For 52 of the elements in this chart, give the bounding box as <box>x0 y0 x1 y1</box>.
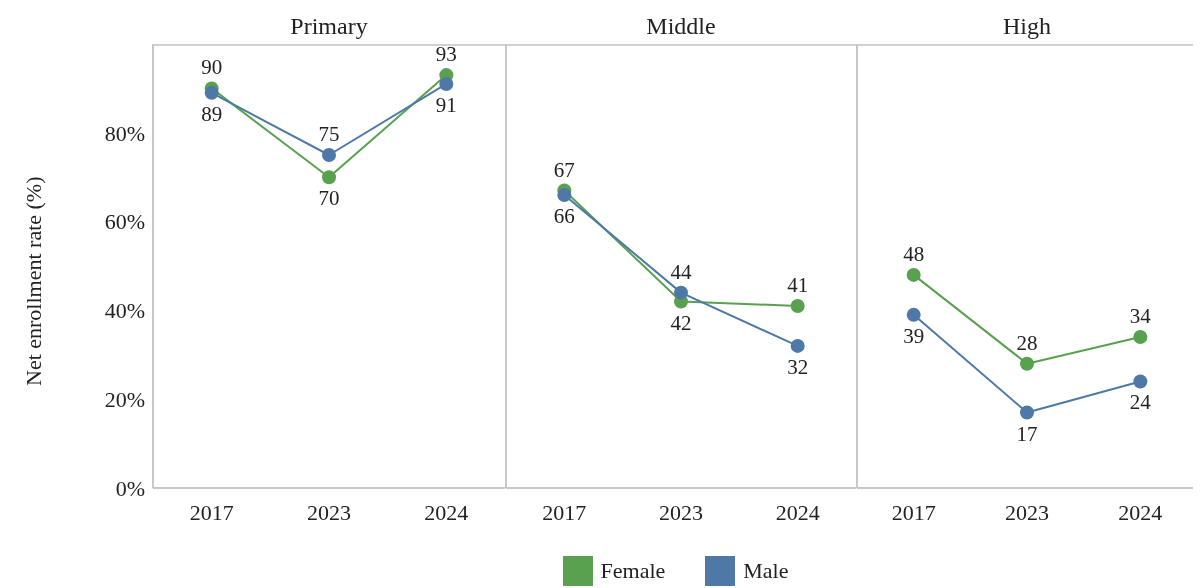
point <box>790 298 805 313</box>
data-label: 75 <box>318 122 340 146</box>
legend-label: Male <box>743 558 789 584</box>
x-tick-label: 2023 <box>1005 499 1049 525</box>
point <box>1133 330 1148 345</box>
x-tick-label: 2024 <box>1118 499 1163 525</box>
point <box>1133 374 1148 389</box>
point <box>439 76 454 91</box>
x-tick-label: 2023 <box>659 499 703 525</box>
x-tick-label: 2024 <box>424 499 469 525</box>
y-tick-label: 20% <box>104 387 145 413</box>
y-tick-label: 60% <box>104 209 145 235</box>
data-label: 41 <box>787 272 809 297</box>
point <box>906 307 921 322</box>
chart-title: Primary <box>289 12 369 41</box>
point <box>557 187 572 202</box>
data-label: 42 <box>670 310 692 335</box>
x-tick-label: 2017 <box>189 499 234 525</box>
data-label: 48 <box>903 241 925 266</box>
data-label: 70 <box>318 186 340 211</box>
point <box>204 85 219 100</box>
data-label: 39 <box>903 323 925 348</box>
x-tick-label: 2023 <box>307 499 351 525</box>
y-tick-label: 40% <box>104 298 145 324</box>
chart-title: Middle <box>645 12 717 41</box>
data-label: 67 <box>553 157 575 182</box>
point <box>1020 356 1034 371</box>
data-label: 17 <box>1016 421 1038 446</box>
point <box>322 170 336 185</box>
data-label: 91 <box>435 92 457 117</box>
data-label: 44 <box>670 259 692 284</box>
y-tick-label: 80% <box>104 120 145 146</box>
point <box>674 285 688 300</box>
point <box>322 148 336 162</box>
data-label: 34 <box>1129 304 1152 329</box>
data-label: 89 <box>201 101 223 126</box>
point <box>906 267 921 282</box>
data-label: 28 <box>1016 330 1038 355</box>
y-tick-label: 0% <box>115 475 145 501</box>
y-axis-title: Net enrollment rate (%) <box>20 176 46 386</box>
data-label: 90 <box>201 55 223 80</box>
x-tick-label: 2017 <box>891 499 936 525</box>
data-label: 24 <box>1129 390 1152 415</box>
data-label: 32 <box>787 354 809 379</box>
x-tick-label: 2017 <box>542 499 587 525</box>
legend-label: Female <box>600 558 666 584</box>
chart-title: High <box>1002 12 1052 41</box>
point <box>790 338 805 353</box>
data-label: 66 <box>553 203 575 228</box>
x-tick-label: 2024 <box>775 499 820 525</box>
point <box>1020 405 1034 420</box>
data-label: 93 <box>435 42 457 67</box>
